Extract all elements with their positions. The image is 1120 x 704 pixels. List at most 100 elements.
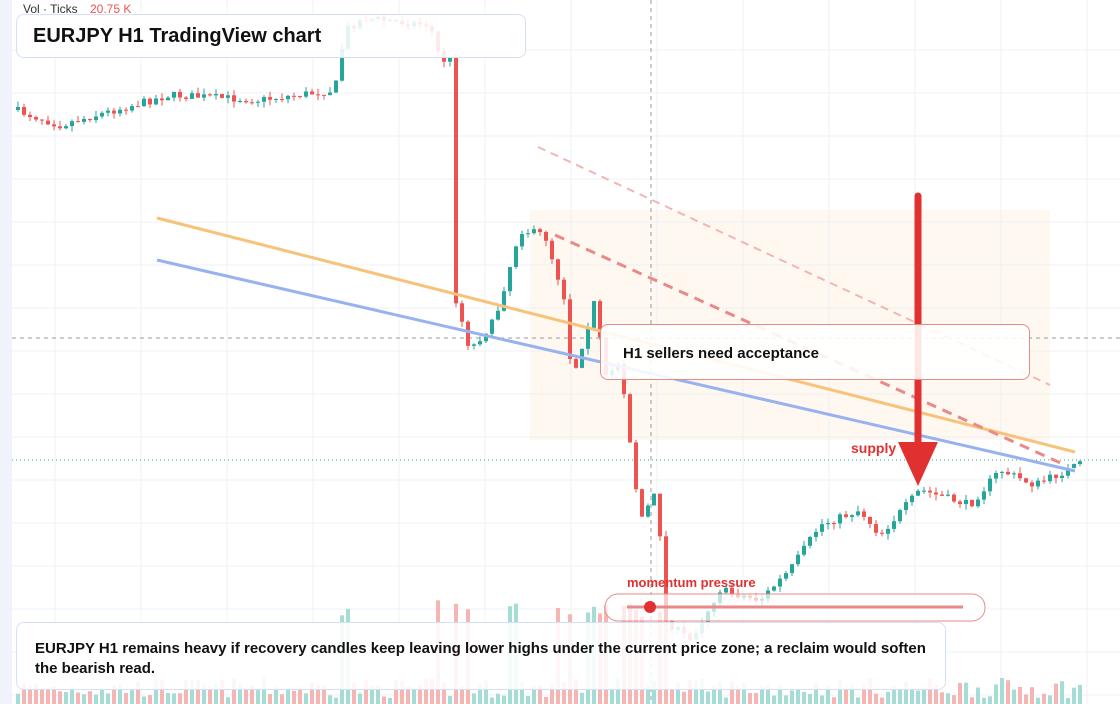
volume-bar: [868, 678, 872, 704]
candle-body: [184, 97, 188, 99]
candle-body: [22, 107, 26, 115]
candle-body: [988, 478, 992, 492]
candle-body: [76, 121, 80, 123]
volume-bar: [682, 691, 686, 704]
candle-body: [646, 505, 650, 517]
volume-bar: [754, 692, 758, 704]
volume-bar: [880, 697, 884, 704]
candle-body: [1066, 468, 1070, 476]
volume-bar: [958, 682, 962, 704]
volume-bar: [976, 687, 980, 704]
candle-body: [490, 319, 494, 334]
candle-body: [166, 97, 170, 101]
candle-body: [832, 522, 836, 524]
candle-body: [466, 321, 470, 346]
candle-body: [598, 301, 602, 338]
candle-body: [928, 490, 932, 493]
volume-bar: [574, 679, 578, 704]
volume-bar: [988, 696, 992, 704]
volume-bar: [1066, 697, 1070, 704]
volume-bar: [934, 685, 938, 704]
volume-bar: [844, 687, 848, 704]
candle-body: [946, 494, 950, 496]
candle-body: [202, 94, 206, 98]
volume-value: 20.75 K: [90, 2, 131, 16]
candle-body: [340, 48, 344, 81]
candle-body: [1000, 471, 1004, 473]
volume-bar: [238, 683, 242, 704]
candle-body: [772, 586, 776, 591]
volume-bar: [952, 695, 956, 704]
candle-body: [238, 101, 242, 103]
candle-body: [958, 501, 962, 505]
candle-body: [328, 92, 332, 96]
title: EURJPY H1 TradingView chart: [33, 25, 322, 47]
candle-body: [1078, 461, 1082, 465]
candle-body: [574, 358, 578, 368]
volume-bar: [838, 680, 842, 704]
candle-body: [592, 301, 596, 328]
candle-body: [88, 118, 92, 121]
trendline-light: [537, 146, 1051, 386]
volume-bar: [298, 687, 302, 704]
candle-body: [826, 522, 830, 525]
volume-bar: [820, 695, 824, 704]
volume-bar: [1006, 680, 1010, 704]
candle-body: [634, 442, 638, 490]
candle-body: [658, 493, 662, 537]
volume-bar: [526, 695, 530, 704]
candle-body: [40, 119, 44, 121]
volume-bar: [220, 679, 224, 704]
candle-body: [664, 536, 668, 621]
candle-body: [874, 523, 878, 533]
volume-bar: [274, 686, 278, 704]
volume-bar: [226, 697, 230, 704]
volume-bar: [400, 680, 404, 704]
volume-bar: [1036, 697, 1040, 704]
volume-bar: [166, 693, 170, 704]
note: EURJPY H1 remains heavy if recovery cand…: [35, 640, 926, 677]
candle-body: [886, 528, 890, 534]
candle-body: [892, 521, 896, 529]
volume-bar: [154, 679, 158, 704]
volume-bar: [484, 679, 488, 704]
volume-bar: [286, 687, 290, 704]
volume-bar: [1072, 687, 1076, 704]
volume-bar: [394, 679, 398, 704]
candle-body: [844, 514, 848, 518]
volume-bar: [178, 693, 182, 704]
candle-body: [208, 94, 212, 96]
volume-bar: [742, 682, 746, 704]
candle-body: [508, 267, 512, 292]
candle-body: [586, 327, 590, 349]
candle-body: [1012, 473, 1016, 475]
volume-bar: [40, 688, 44, 704]
volume-bar: [202, 684, 206, 704]
volume-bar: [142, 696, 146, 704]
candle-body: [850, 515, 854, 518]
volume-bar: [610, 687, 614, 704]
volume-bar: [550, 684, 554, 704]
candle-body: [838, 514, 842, 524]
candle-body: [196, 93, 200, 98]
volume-bar: [148, 695, 152, 704]
candle-body: [268, 97, 272, 100]
volume-bar: [808, 694, 812, 704]
volume-bar: [418, 685, 422, 704]
volume-bar: [814, 682, 818, 704]
volume-bar: [826, 686, 830, 704]
candle-body: [652, 493, 656, 506]
volume-bar: [784, 695, 788, 704]
candle-body: [34, 117, 38, 120]
candle-body: [910, 495, 914, 503]
candle-body: [952, 494, 956, 502]
slider-dot: [644, 601, 656, 613]
candle-body: [316, 94, 320, 96]
candle-body: [868, 516, 872, 524]
volume-bar: [964, 682, 968, 704]
candle-body: [262, 97, 266, 102]
volume-bar: [370, 685, 374, 704]
volume-bar: [616, 678, 620, 704]
volume-bar: [376, 685, 380, 704]
volume-bar: [736, 686, 740, 704]
